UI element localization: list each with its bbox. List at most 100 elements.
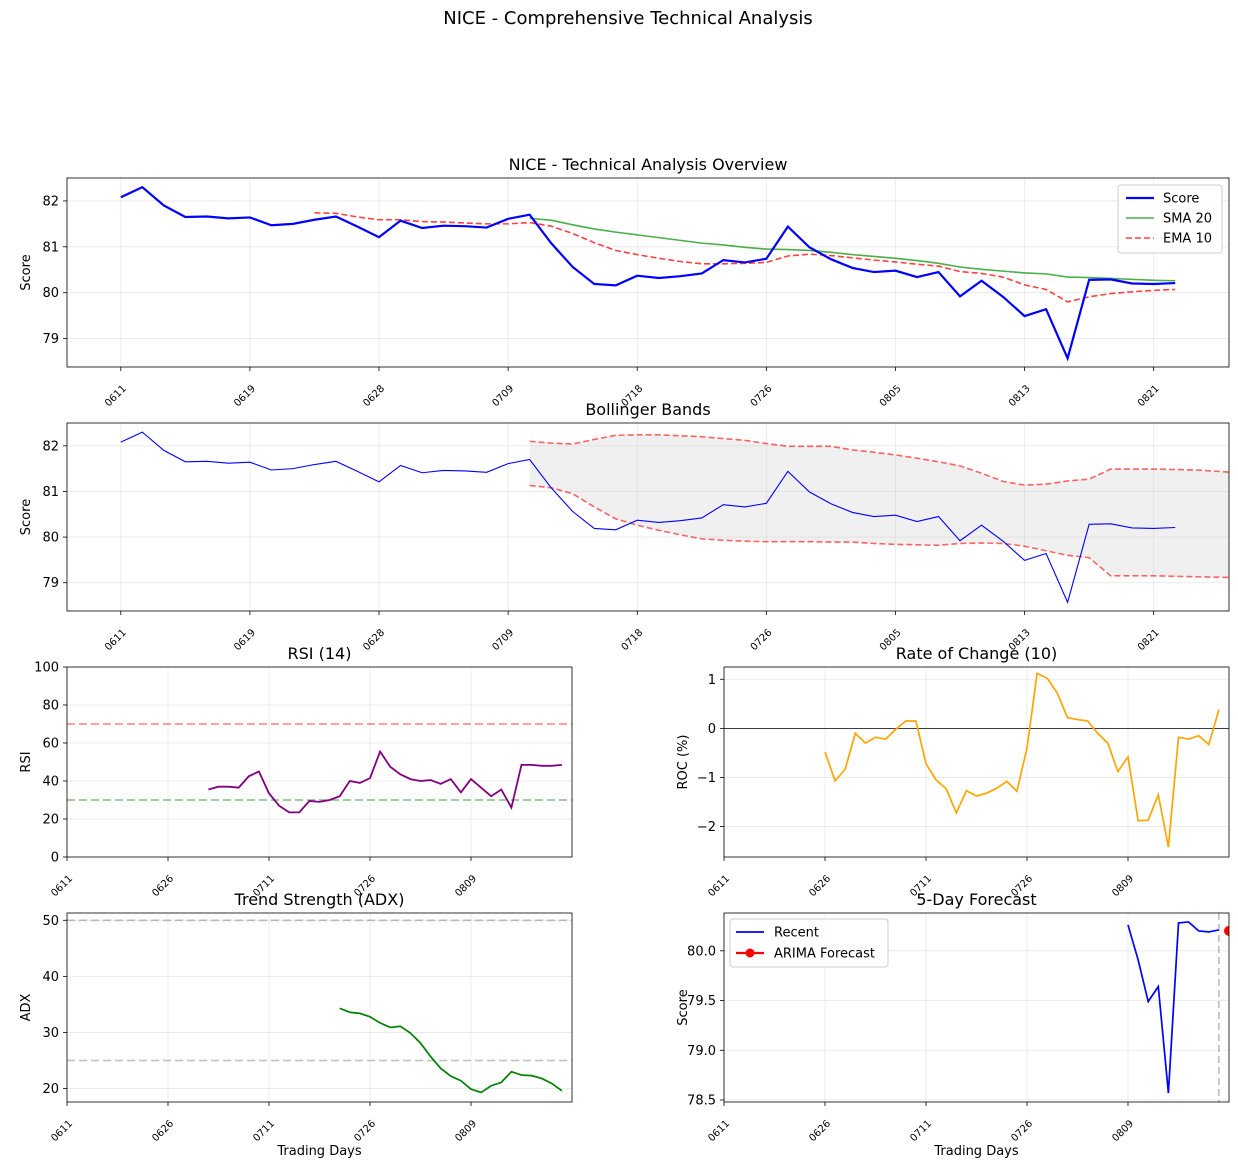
- rsi-line: [208, 749, 562, 814]
- x-tick-label: 0628: [361, 627, 387, 653]
- forecast-panel: 5-Day Forecast 0611 0626 0711 0726 0809 78.5 79…: [676, 890, 1238, 1159]
- y-tick-label: 30: [42, 1026, 59, 1041]
- x-tick-label: 0726: [352, 1118, 378, 1144]
- axes-frame: [723, 666, 1230, 858]
- x-tick-label: 0726: [749, 383, 775, 409]
- y-tick-label: 82: [42, 194, 59, 209]
- y-axis-label: Score: [676, 989, 691, 1025]
- x-tick-label: 0619: [232, 383, 258, 409]
- y-tick-label: 20: [42, 1082, 59, 1097]
- y-tick-label: 80: [42, 699, 59, 714]
- x-axis-label: Trading Days: [933, 1144, 1018, 1159]
- y-tick-label: 81: [42, 485, 59, 500]
- overview-panel: NICE - Technical Analysis Overview 0611 06…: [19, 155, 1230, 409]
- y-tick-label: 40: [42, 970, 59, 985]
- chart-title: Rate of Change (10): [896, 644, 1057, 663]
- recent-line: [1127, 921, 1220, 1094]
- y-axis-label: RSI: [19, 751, 34, 772]
- x-tick-label: 0726: [1009, 1118, 1035, 1144]
- upper-band-line: [529, 434, 1229, 486]
- axes-frame: [723, 912, 1230, 1103]
- x-tick-label: 0821: [1136, 627, 1162, 653]
- plot-area: [724, 672, 1229, 848]
- y-axis-label: ADX: [19, 994, 34, 1022]
- axes-frame: [66, 177, 1230, 368]
- x-tick-label: 0821: [1136, 383, 1162, 409]
- adx-line: [339, 1007, 563, 1094]
- plot-area: [120, 185, 1176, 362]
- chart-title: Trend Strength (ADX): [234, 890, 405, 909]
- chart-title: NICE - Technical Analysis Overview: [509, 155, 788, 174]
- x-tick-label: 0711: [908, 1118, 934, 1144]
- y-tick-label: −2: [697, 820, 716, 835]
- legend-recent-label: Recent: [774, 926, 819, 941]
- y-axis-label: Score: [19, 499, 34, 535]
- y-tick-label: 81: [42, 240, 59, 255]
- bollinger-panel: Bollinger Bands 0611 0619 0628 0709 0718 0726 0…: [19, 400, 1230, 653]
- y-tick-label: −1: [697, 771, 716, 786]
- y-tick-label: 82: [42, 439, 59, 454]
- y-tick-label: 100: [34, 661, 59, 676]
- y-axis-label: ROC (%): [676, 735, 691, 790]
- y-tick-label: 79.5: [687, 994, 716, 1009]
- y-tick-label: 50: [42, 914, 59, 929]
- score-line: [120, 431, 1176, 604]
- legend-score-label: Score: [1163, 192, 1199, 207]
- x-tick-label: 0626: [807, 1118, 833, 1144]
- y-tick-label: 40: [42, 775, 59, 790]
- x-tick-label: 0611: [103, 383, 129, 409]
- x-tick-label: 0626: [807, 873, 833, 899]
- x-tick-label: 0709: [490, 627, 516, 653]
- x-tick-label: 0611: [49, 1118, 75, 1144]
- chart-title: 5-Day Forecast: [916, 890, 1036, 909]
- forecast-point: [1234, 926, 1238, 936]
- band-fill: [529, 434, 1229, 578]
- axes-frame: [66, 422, 1230, 612]
- x-tick-label: 0611: [103, 627, 129, 653]
- y-tick-label: 79: [42, 576, 59, 591]
- y-axis-label: Score: [19, 254, 34, 290]
- legend-box: [729, 918, 889, 968]
- plot-area: [120, 431, 1229, 604]
- legend-ema-label: EMA 10: [1163, 232, 1212, 247]
- x-tick-label: 0809: [453, 873, 479, 899]
- x-tick-label: 0626: [150, 1118, 176, 1144]
- y-tick-label: 79.0: [687, 1044, 716, 1059]
- lower-band-line: [529, 484, 1229, 579]
- y-tick-label: 0: [708, 722, 716, 737]
- x-tick-label: 0611: [706, 873, 732, 899]
- y-tick-label: 0: [51, 851, 59, 866]
- score-line: [120, 185, 1176, 362]
- x-tick-label: 0718: [620, 627, 646, 653]
- chart-title: RSI (14): [288, 644, 352, 663]
- x-tick-label: 0628: [361, 383, 387, 409]
- legend-forecast-marker: [745, 948, 755, 958]
- x-tick-label: 0711: [251, 1118, 277, 1144]
- x-axis-label: Trading Days: [276, 1144, 361, 1159]
- y-tick-label: 79: [42, 332, 59, 347]
- x-tick-label: 0813: [1007, 383, 1033, 409]
- plot-area: [67, 723, 572, 814]
- forecast-point: [1224, 925, 1229, 936]
- rsi-panel: RSI (14)0611 0626 0711 0726 0809020406080100…: [19, 644, 573, 899]
- plot-area: [1127, 913, 1238, 1102]
- x-tick-label: 0809: [453, 1118, 479, 1144]
- y-tick-label: 80: [42, 531, 59, 546]
- x-tick-label: 0809: [1110, 873, 1136, 899]
- sma-20-line: [529, 217, 1176, 282]
- y-tick-label: 20: [42, 813, 59, 828]
- x-tick-label: 0805: [878, 383, 904, 409]
- adx-panel: Trend Strength (ADX) 0611 0626 0711 0726 0809…: [19, 890, 573, 1159]
- x-tick-label: 0611: [49, 873, 75, 899]
- plot-area: [67, 919, 572, 1094]
- y-tick-label: 80: [42, 286, 59, 301]
- x-tick-label: 0809: [1110, 1118, 1136, 1144]
- x-tick-label: 0709: [490, 383, 516, 409]
- figure-title: NICE - Comprehensive Technical Analysis: [443, 8, 813, 29]
- x-tick-label: 0626: [150, 873, 176, 899]
- legend-box: [1117, 184, 1223, 254]
- y-tick-label: 60: [42, 737, 59, 752]
- y-tick-label: 80.0: [687, 944, 716, 959]
- chart-title: Bollinger Bands: [585, 400, 710, 419]
